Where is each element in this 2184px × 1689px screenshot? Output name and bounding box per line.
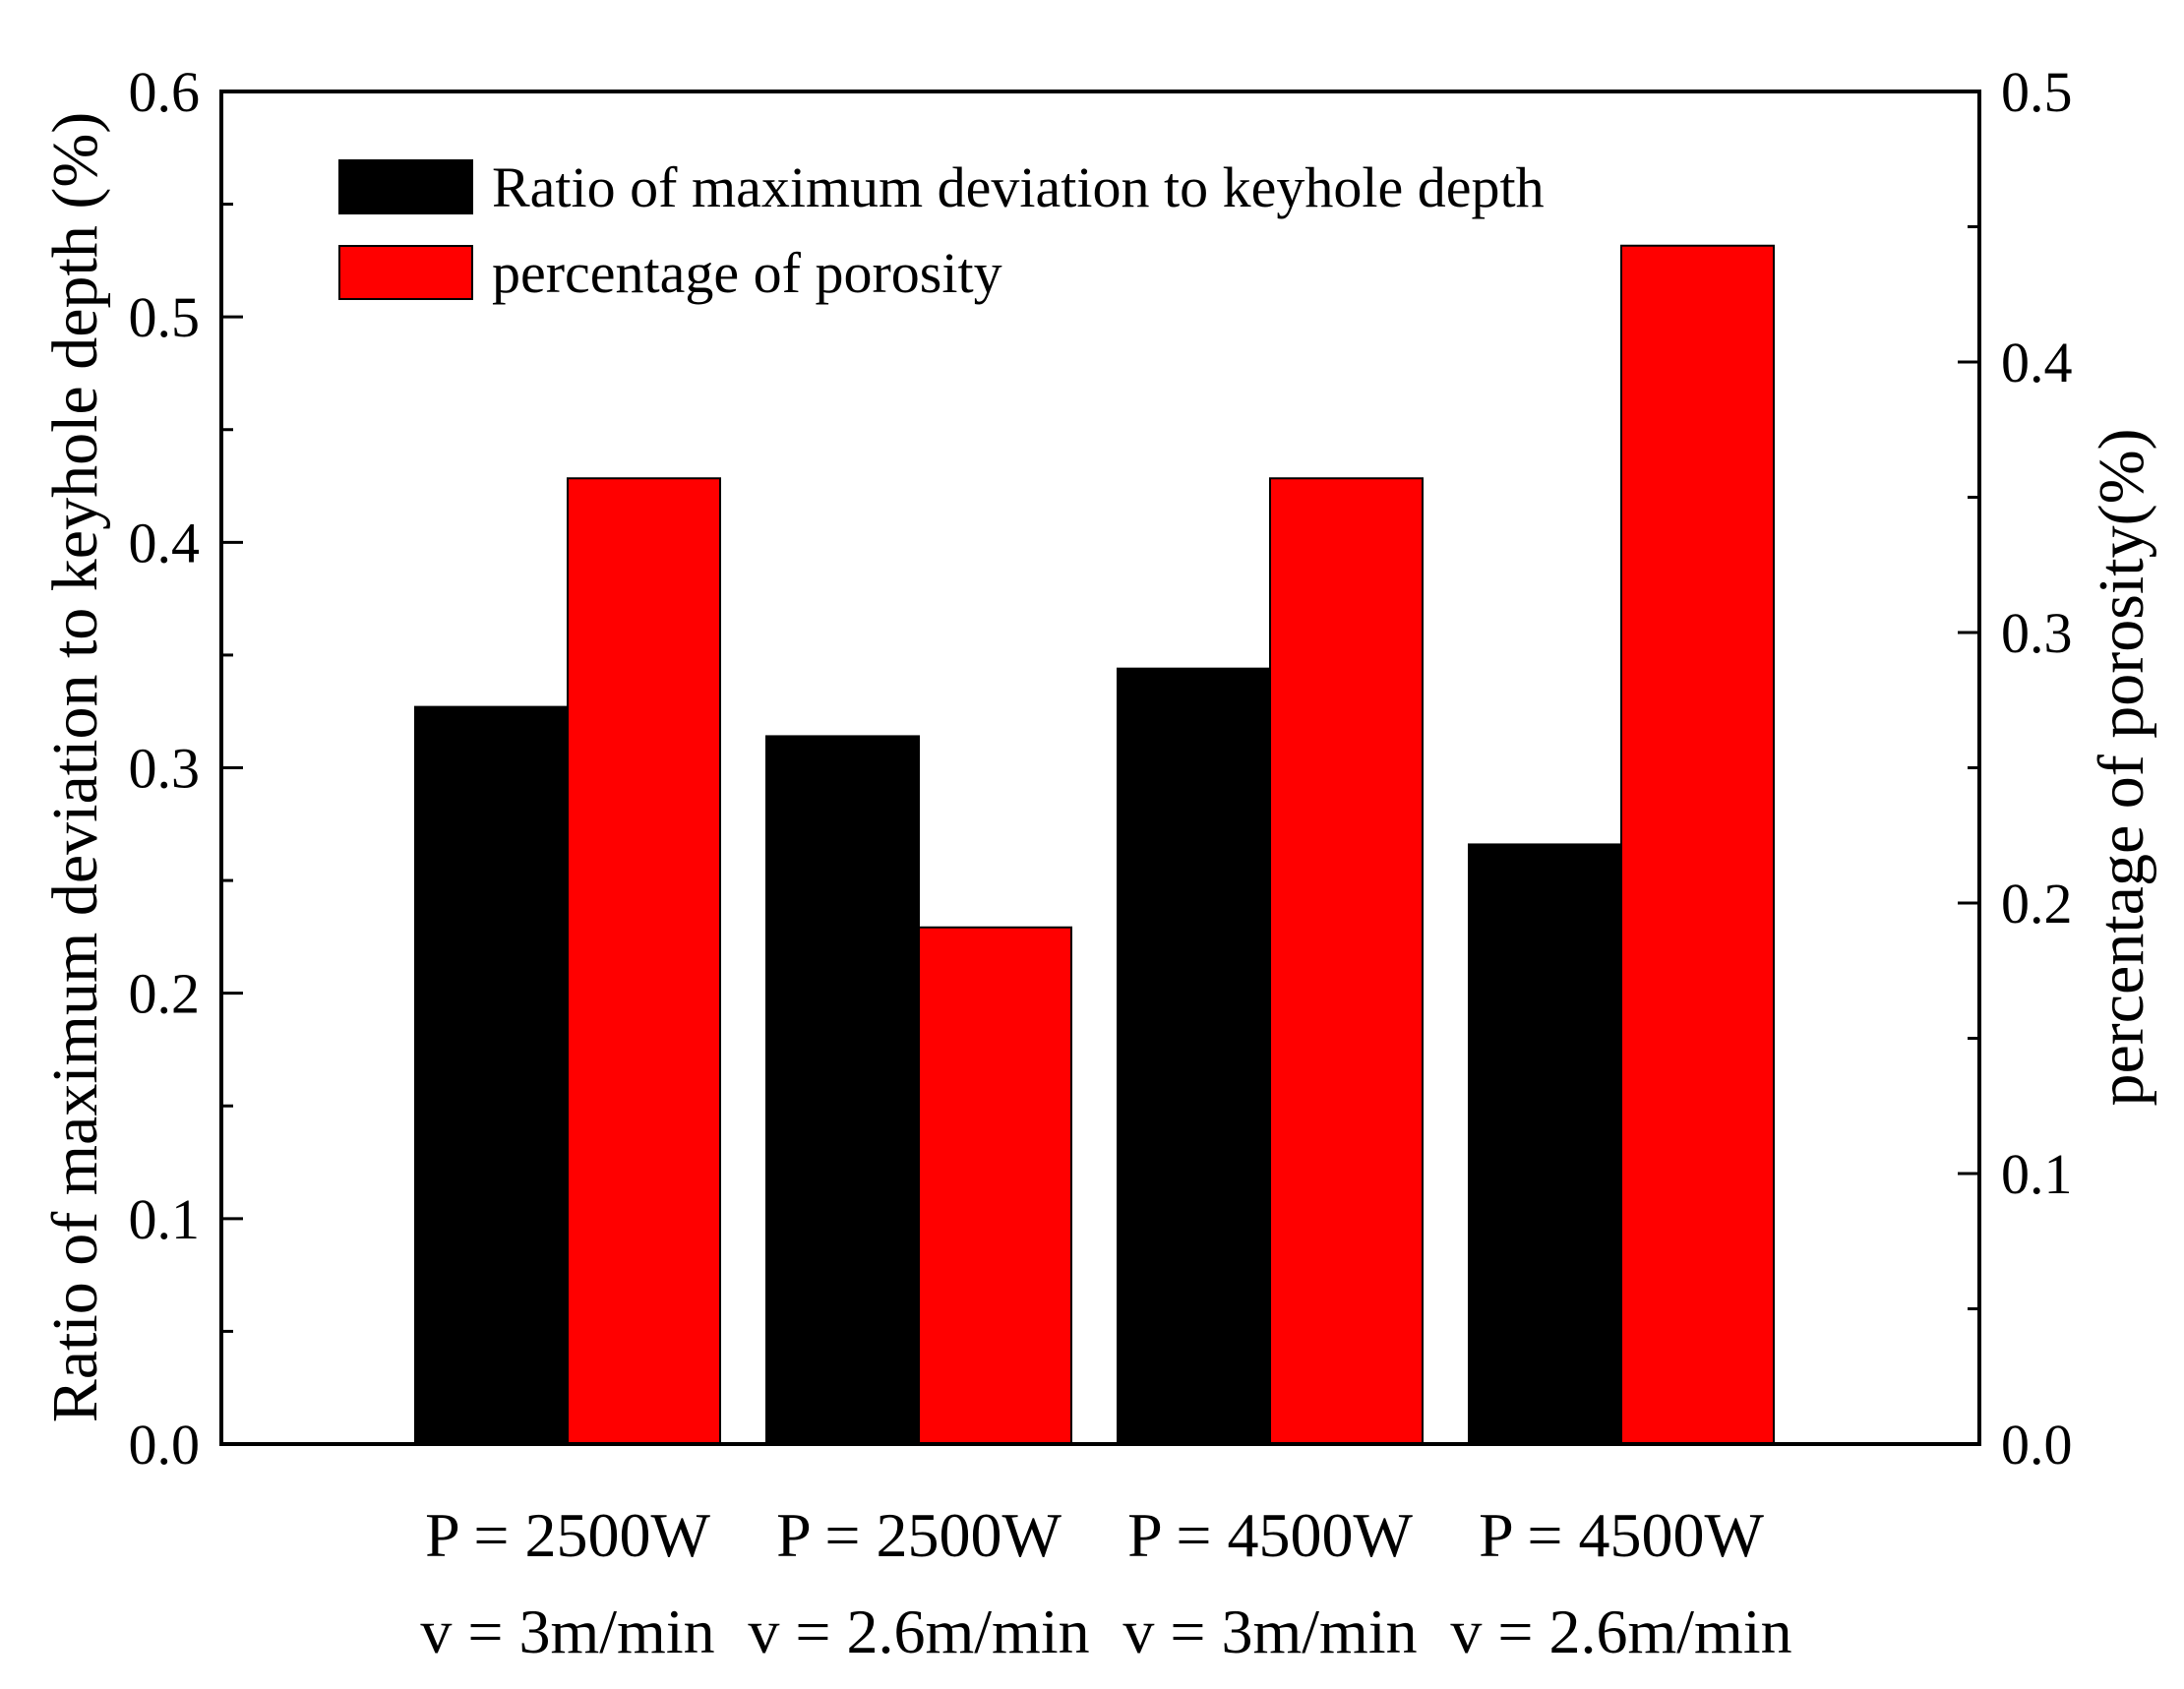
category-label-speed: v = 3m/min [420,1597,714,1666]
ratio-bar-1 [414,705,569,1445]
left-tick-label: 0.5 [129,285,201,349]
left-tick-label: 0.1 [129,1187,201,1251]
left-tick-label: 0.2 [129,962,201,1026]
ratio-bar-2 [765,735,920,1445]
right-tick-label: 0.3 [2001,601,2073,665]
category-label-power: P = 4500W [1127,1500,1413,1570]
legend: Ratio of maximum deviation to keyhole de… [338,155,1545,305]
legend-swatch-porosity [338,245,473,300]
category-label-power: P = 4500W [1479,1500,1764,1570]
category-label-speed: v = 2.6m/min [1450,1597,1791,1666]
left-tick-label: 0.4 [129,511,201,574]
category-label-speed: v = 2.6m/min [748,1597,1089,1666]
porosity-bar-1 [567,477,721,1445]
legend-swatch-ratio [338,159,473,214]
right-tick-label: 0.0 [2001,1413,2073,1477]
category-label-power: P = 2500W [776,1500,1062,1570]
right-tick-label: 0.4 [2001,331,2073,394]
y-axis-title-right: percentage of porosity(%) [2086,428,2157,1106]
porosity-bar-2 [918,926,1072,1445]
category-label-power: P = 2500W [425,1500,710,1570]
legend-label-ratio: Ratio of maximum deviation to keyhole de… [492,155,1545,219]
left-tick-label: 0.0 [129,1413,201,1477]
ratio-bar-4 [1468,843,1622,1445]
labels-layer: 0.0 0.1 0.2 0.3 0.4 0.5 0.6 0.0 0.1 0.2 0.3 0.4 0.5 R… [39,60,2157,1666]
ticks-layer [221,90,1979,1446]
category-label-speed: v = 3m/min [1122,1597,1417,1666]
ratio-bar-3 [1117,667,1271,1445]
left-tick-label: 0.6 [129,60,201,124]
porosity-bar-3 [1269,477,1424,1445]
right-tick-label: 0.2 [2001,872,2073,935]
right-tick-label: 0.1 [2001,1142,2073,1206]
y-axis-title-left: Ratio of maximum deviation to keyhole de… [39,112,111,1423]
bars-layer [414,244,1775,1445]
right-tick-label: 0.5 [2001,60,2073,124]
porosity-bar-4 [1620,244,1775,1445]
legend-label-porosity: percentage of porosity [492,241,1002,305]
left-tick-label: 0.3 [129,737,201,801]
